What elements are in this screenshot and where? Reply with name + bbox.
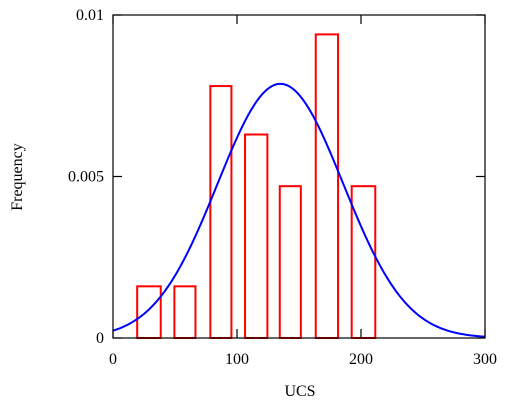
x-tick-label: 100 bbox=[225, 351, 249, 368]
x-tick-label: 200 bbox=[349, 351, 373, 368]
histogram-bar-1 bbox=[136, 285, 162, 340]
axis-ticks bbox=[112, 14, 486, 339]
x-tick-label: 0 bbox=[109, 351, 117, 368]
histogram-bar-7 bbox=[350, 185, 377, 339]
histogram-bar-3 bbox=[209, 85, 233, 339]
normal-fit-curve bbox=[112, 82, 486, 338]
histogram-bar-6 bbox=[314, 33, 340, 339]
y-tick-label: 0 bbox=[96, 330, 104, 347]
x-tick-labels: 0 100 200 300 bbox=[109, 351, 497, 368]
histogram-bar-2 bbox=[173, 285, 197, 340]
y-tick-labels: 0 0.005 0.01 bbox=[68, 7, 104, 347]
plot-frame bbox=[112, 14, 486, 339]
histogram-bar-5 bbox=[278, 185, 302, 339]
y-tick-label: 0.01 bbox=[76, 7, 104, 24]
x-tick-label: 300 bbox=[473, 351, 497, 368]
histogram-bars bbox=[136, 33, 377, 340]
histogram-bar-4 bbox=[244, 133, 269, 339]
y-tick-label: 0.005 bbox=[68, 169, 104, 186]
x-axis-label: UCS bbox=[284, 383, 315, 400]
y-axis-label: Frequency bbox=[9, 143, 26, 211]
